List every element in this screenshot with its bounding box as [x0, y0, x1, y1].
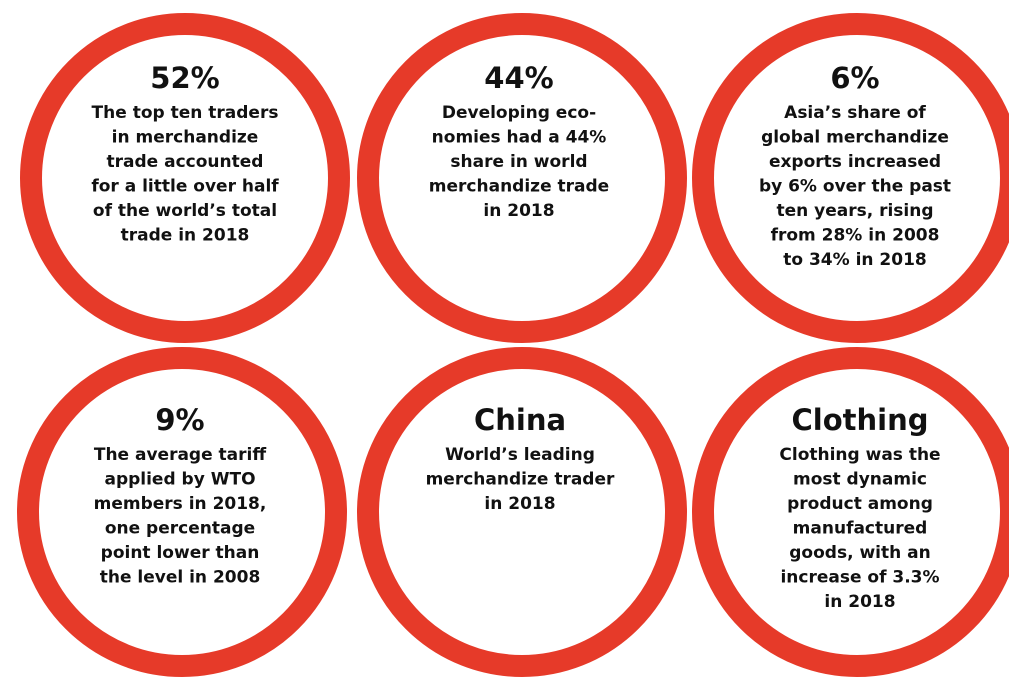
description-line: World’s leading — [445, 445, 595, 465]
description-line: members in 2018, — [94, 494, 267, 514]
description-line: nomies had a 44% — [432, 128, 607, 148]
description-line: trade in 2018 — [121, 226, 250, 246]
description-line: The average tariff — [94, 445, 267, 465]
headline: 6% — [830, 61, 879, 95]
description-line: Developing eco- — [442, 103, 596, 123]
description-line: Asia’s share of — [784, 103, 926, 123]
circle-frame — [692, 13, 1009, 343]
description-line: product among — [787, 494, 933, 514]
circle-frame — [357, 13, 687, 343]
description-line: merchandize trade — [429, 177, 609, 197]
description-line: manufactured — [793, 519, 928, 539]
headline: 44% — [484, 61, 553, 95]
description-line: point lower than — [101, 543, 260, 563]
description-line: ten years, rising — [776, 201, 933, 221]
description-line: of the world’s total — [93, 201, 277, 221]
description-line: in 2018 — [483, 201, 554, 221]
headline: 52% — [150, 61, 219, 95]
description-line: exports increased — [769, 152, 941, 172]
circle-frame — [357, 347, 687, 677]
description-line: by 6% over the past — [759, 177, 951, 197]
description-line: Clothing was the — [779, 445, 940, 465]
description-line: trade accounted — [107, 152, 264, 172]
description-line: share in world — [450, 152, 587, 172]
description-line: global merchandize — [761, 128, 949, 148]
headline: Clothing — [792, 403, 929, 437]
description-line: The top ten traders — [92, 103, 279, 123]
description-line: goods, with an — [789, 543, 930, 563]
description-line: increase of 3.3% — [780, 568, 939, 588]
description-line: the level in 2008 — [100, 568, 261, 588]
description-line: in merchandize — [112, 128, 259, 148]
circle-frame — [692, 347, 1009, 677]
description-line: most dynamic — [793, 470, 927, 490]
headline: China — [474, 403, 566, 437]
description-line: for a little over half — [91, 177, 279, 197]
circle-frame — [17, 347, 347, 677]
description-line: one percentage — [105, 519, 255, 539]
description-line: in 2018 — [484, 494, 555, 514]
description-line: merchandize trader — [426, 470, 615, 490]
description-line: from 28% in 2008 — [771, 226, 940, 246]
description-line: applied by WTO — [104, 470, 255, 490]
circle-frame — [20, 13, 350, 343]
description-line: in 2018 — [824, 592, 895, 612]
headline: 9% — [155, 403, 204, 437]
description-line: to 34% in 2018 — [783, 250, 927, 270]
